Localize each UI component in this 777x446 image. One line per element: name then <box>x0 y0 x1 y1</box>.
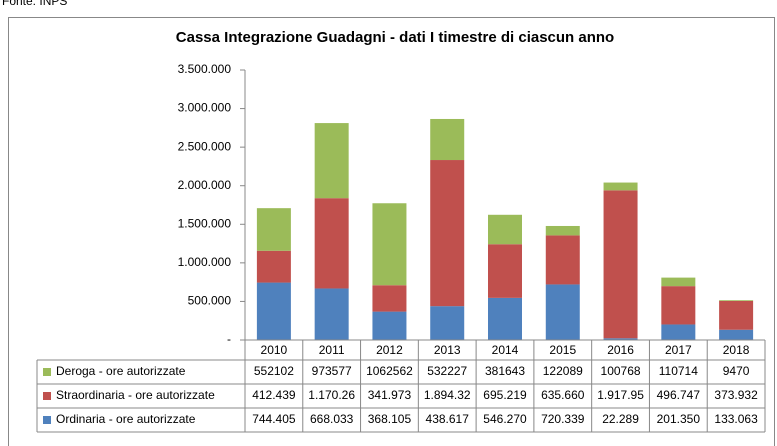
bar-segment <box>488 214 522 245</box>
table-value: 201.350 <box>657 412 701 426</box>
table-value: 552102 <box>254 364 294 378</box>
table-value: 546.270 <box>483 412 527 426</box>
table-value: 22.289 <box>602 412 639 426</box>
source: Fonte: INPS <box>2 0 67 8</box>
table-value: 438.617 <box>426 412 470 426</box>
x-tick-label: 2010 <box>261 343 288 357</box>
table-value: 100768 <box>601 364 641 378</box>
bar-segment <box>488 297 522 340</box>
legend-label: Deroga - ore autorizzate <box>56 364 186 378</box>
x-tick-label: 2015 <box>549 343 576 357</box>
bar-segment <box>488 244 522 298</box>
y-tick-label: 1.500.000 <box>178 216 232 230</box>
bar-segment <box>661 286 696 325</box>
table-value: 496.747 <box>657 388 701 402</box>
bar-segment <box>314 198 349 289</box>
table-value: 110714 <box>659 364 698 378</box>
y-tick-label: 2.000.000 <box>178 178 232 192</box>
bar-segment <box>603 190 638 339</box>
bar-segment <box>430 306 465 340</box>
legend-label: Straordinaria - ore autorizzate <box>56 388 215 402</box>
table-value: 1.170.26 <box>308 388 355 402</box>
table-value: 532227 <box>427 364 467 378</box>
bar-segment <box>661 277 696 287</box>
bar-segment <box>372 311 407 340</box>
bar-segment <box>314 288 349 340</box>
table-value: 1.917.95 <box>597 388 644 402</box>
x-tick-label: 2016 <box>607 343 634 357</box>
legend-swatch <box>43 416 51 424</box>
table-value: 635.660 <box>541 388 585 402</box>
table-value: 720.339 <box>541 412 585 426</box>
bar-segment <box>603 338 638 340</box>
bar-segment <box>430 160 465 307</box>
legend-label: Ordinaria - ore autorizzate <box>56 412 196 426</box>
bar-segment <box>430 118 465 161</box>
y-tick-label: - <box>227 332 231 346</box>
bar-segment <box>545 235 580 285</box>
table-value: 373.932 <box>714 388 758 402</box>
bar-segment <box>372 285 407 312</box>
table-value: 412.439 <box>252 388 296 402</box>
x-tick-label: 2011 <box>319 343 345 357</box>
y-tick-label: 3.000.000 <box>178 101 232 115</box>
bar-segment <box>256 250 291 283</box>
bar-segment <box>603 182 638 191</box>
table-value: 695.219 <box>483 388 527 402</box>
table-value: 381643 <box>485 364 525 378</box>
bar-segment <box>661 324 696 340</box>
table-value: 1062562 <box>366 364 413 378</box>
table-value: 973577 <box>312 364 352 378</box>
x-tick-label: 2018 <box>723 343 750 357</box>
y-tick-label: 1.000.000 <box>178 255 232 269</box>
table-value: 668.033 <box>310 412 354 426</box>
y-tick-label: 500.000 <box>188 294 232 308</box>
legend-swatch <box>43 392 51 400</box>
table-value: 9470 <box>723 364 750 378</box>
bar-segment <box>719 300 754 330</box>
table-value: 133.063 <box>714 412 758 426</box>
bar-segment <box>545 284 580 340</box>
table-value: 122089 <box>543 364 583 378</box>
bar-segment <box>719 300 754 301</box>
bar-segment <box>545 225 580 236</box>
y-tick-label: 3.500.000 <box>178 62 232 76</box>
x-tick-label: 2013 <box>434 343 461 357</box>
bar-segment <box>256 282 291 340</box>
table-value: 341.973 <box>368 388 412 402</box>
bar-segment <box>719 329 754 340</box>
table-value: 744.405 <box>252 412 296 426</box>
y-tick-label: 2.500.000 <box>178 139 232 153</box>
x-tick-label: 2014 <box>492 343 519 357</box>
x-tick-label: 2012 <box>376 343 403 357</box>
bar-segment <box>314 123 349 199</box>
x-tick-label: 2017 <box>665 343 692 357</box>
table-value: 1.894.32 <box>424 388 471 402</box>
bar-segment <box>372 203 407 286</box>
chart-title: Cassa Integrazione Guadagni - dati I tim… <box>176 29 614 46</box>
legend-swatch <box>43 368 51 376</box>
table-value: 368.105 <box>368 412 412 426</box>
bar-segment <box>256 208 291 251</box>
